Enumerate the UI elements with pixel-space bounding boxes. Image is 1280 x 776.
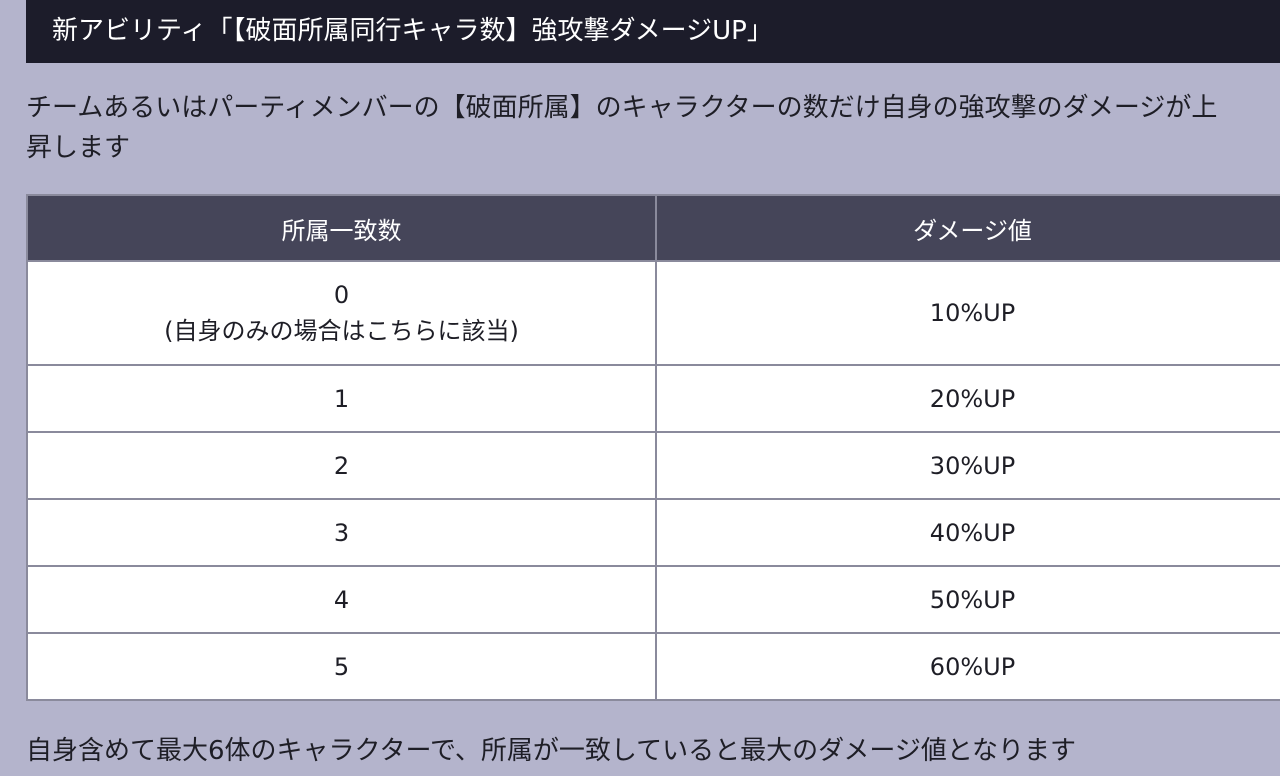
column-header-damage: ダメージ値 (655, 194, 1280, 262)
count-value: 0 (333, 281, 350, 309)
column-header-count: 所属一致数 (26, 194, 657, 262)
table-row: 4 50%UP (26, 565, 1280, 634)
description-line-2: 昇します (26, 133, 131, 163)
table-row: 3 40%UP (26, 498, 1280, 567)
count-cell: 3 (26, 498, 657, 567)
table-row: 2 30%UP (26, 431, 1280, 500)
ability-title-banner: 新アビリティ「【破面所属同行キャラ数】強攻撃ダメージUP」 (26, 0, 1280, 63)
damage-cell: 40%UP (655, 498, 1280, 567)
count-cell: 5 (26, 632, 657, 701)
damage-cell: 10%UP (655, 260, 1280, 366)
table-row: 5 60%UP (26, 632, 1280, 701)
count-cell: 1 (26, 364, 657, 433)
footer-note: 自身含めて最大6体のキャラクターで、所属が一致していると最大のダメージ値となりま… (26, 736, 1077, 766)
damage-cell: 50%UP (655, 565, 1280, 634)
count-cell: 4 (26, 565, 657, 634)
table-row: 0 (自身のみの場合はこちらに該当) 10%UP (26, 260, 1280, 366)
damage-table: 所属一致数 ダメージ値 0 (自身のみの場合はこちらに該当) 10%UP 1 2… (26, 194, 1280, 701)
damage-cell: 60%UP (655, 632, 1280, 701)
table-header-row: 所属一致数 ダメージ値 (26, 194, 1280, 262)
damage-cell: 30%UP (655, 431, 1280, 500)
count-cell: 0 (自身のみの場合はこちらに該当) (26, 260, 657, 366)
count-cell: 2 (26, 431, 657, 500)
count-note: (自身のみの場合はこちらに該当) (164, 317, 519, 345)
table-row: 1 20%UP (26, 364, 1280, 433)
ability-description: チームあるいはパーティメンバーの【破面所属】のキャラクターの数だけ自身の強攻撃の… (26, 88, 1280, 168)
description-line-1: チームあるいはパーティメンバーの【破面所属】のキャラクターの数だけ自身の強攻撃の… (26, 93, 1218, 123)
ability-title: 新アビリティ「【破面所属同行キャラ数】強攻撃ダメージUP」 (52, 16, 773, 46)
damage-cell: 20%UP (655, 364, 1280, 433)
